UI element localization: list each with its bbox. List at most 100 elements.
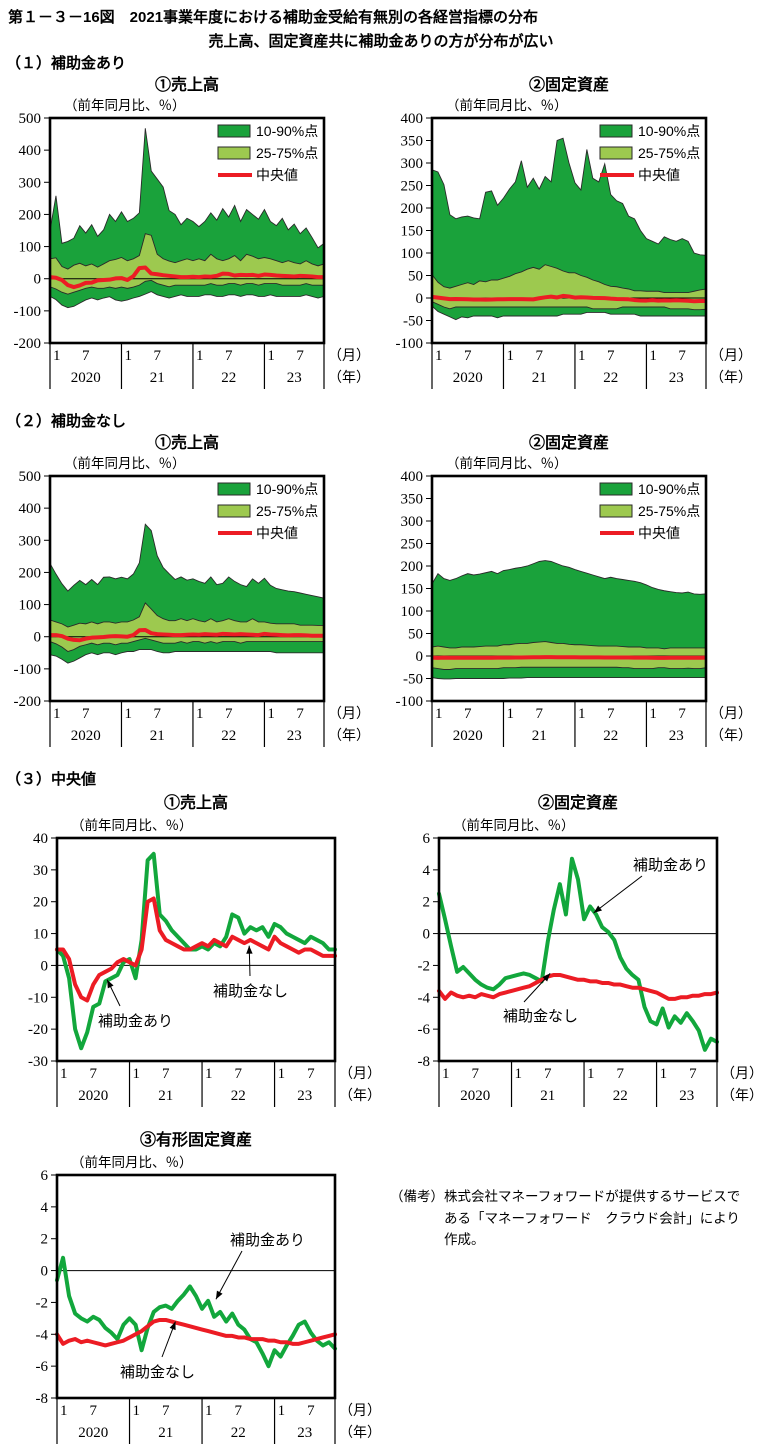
month-tick-label: 7: [82, 706, 90, 722]
legend-label: 10-90%点: [256, 123, 318, 139]
y-tick-label: 100: [401, 604, 424, 620]
month-tick-label: 1: [435, 348, 443, 364]
annotation-arrow-line: [215, 1250, 243, 1300]
month-axis-label: （月）: [710, 348, 752, 364]
month-tick-label: 1: [660, 1066, 668, 1082]
y-tick-label: -6: [418, 1022, 431, 1038]
chart-canvas-subsidy-no-sales: ①売上高 （前年同月比、％） -200 -100 0 100 200 300 400 500 1 7 2…: [14, 433, 370, 747]
plot-border: [55, 1173, 337, 1400]
chart-median-sales: ①売上高 （前年同月比、％） -30 -20 -10 0 10 20 30 40 1 7 2020 1 7 2…: [2, 788, 381, 1113]
year-label: 22: [603, 370, 618, 386]
month-tick-label: 1: [578, 348, 586, 364]
y-tick-label: 300: [401, 514, 424, 530]
chart-subsidy-no-sales: ①売上高 （前年同月比、％） -200 -100 0 100 200 300 400 500 1 7 2…: [2, 430, 380, 765]
axis-unit-label: （前年同月比、％）: [64, 455, 186, 471]
legend-label: 10-90%点: [256, 481, 318, 497]
y-tick-label: 200: [19, 207, 42, 223]
month-axis-label: （月）: [339, 1066, 380, 1082]
y-tick-label: -10: [28, 990, 48, 1006]
y-tick-label: -100: [396, 336, 424, 352]
y-tick-label: 6: [423, 831, 431, 847]
chart-canvas-subsidy-no-fixed-assets: ②固定資産 （前年同月比、％） -100 -50 0 50 100 150 200 250 300 3…: [396, 433, 752, 747]
y-tick-label: -50: [403, 672, 423, 688]
annotation-arrowhead: [246, 945, 253, 954]
chart-title: ②固定資産: [529, 433, 609, 452]
y-tick-label: 400: [401, 111, 424, 127]
year-label: 22: [231, 1088, 246, 1104]
y-tick-label: -8: [418, 1054, 431, 1070]
y-tick-label: 30: [33, 863, 48, 879]
series-line-green: [55, 851, 337, 1051]
plot-border: [430, 474, 708, 703]
month-tick-label: 7: [607, 348, 615, 364]
year-label: 21: [158, 1088, 173, 1104]
month-tick-label: 1: [196, 348, 204, 364]
month-tick-label: 1: [267, 348, 275, 364]
month-tick-label: 7: [617, 1066, 625, 1082]
chart-canvas-median-fixed-assets: ②固定資産 （前年同月比、％） -8 -6 -4 -2 0 2 4 6 1 7 2020 1 7 21 1 7 22…: [418, 793, 762, 1107]
month-tick-label: 7: [225, 706, 233, 722]
month-tick-label: 1: [278, 1403, 286, 1419]
year-axis-label: （年）: [339, 1425, 380, 1441]
y-tick-label: -100: [396, 694, 424, 710]
year-label: 2020: [78, 1088, 108, 1104]
y-tick-label: 2: [423, 895, 431, 911]
y-tick-label: 200: [401, 201, 424, 217]
month-tick-label: 7: [90, 1066, 98, 1082]
series-line-red: [437, 972, 719, 1001]
legend-swatch-dark: [599, 482, 633, 496]
y-tick-label: -30: [28, 1054, 48, 1070]
chart-title: ②固定資産: [529, 75, 609, 94]
month-tick-label: 7: [153, 348, 161, 364]
month-tick-label: 1: [53, 706, 61, 722]
median-line: [431, 655, 707, 660]
y-tick-label: -200: [14, 336, 42, 352]
chart-title: ①売上高: [164, 793, 228, 812]
month-tick-label: 7: [162, 1403, 170, 1419]
legend-swatch-dark: [599, 124, 633, 138]
annotation-label: 補助金あり: [633, 857, 708, 874]
chart-subsidy-yes-fixed-assets: ②固定資産 （前年同月比、％） -100 -50 0 50 100 150 200 250 300 3…: [384, 72, 762, 407]
year-label: 21: [150, 728, 165, 744]
chart-canvas-median-sales: ①売上高 （前年同月比、％） -30 -20 -10 0 10 20 30 40 1 7 2020 1 7 2…: [28, 793, 381, 1107]
y-tick-label: 50: [408, 269, 423, 285]
annotation-label: 補助金なし: [120, 1364, 195, 1381]
legend-swatch-light: [599, 504, 633, 518]
year-label: 22: [231, 1425, 246, 1441]
y-tick-label: -4: [36, 1327, 49, 1343]
page-title: 第１－３－16図 2021事業年度における補助金受給有無別の各経営指標の分布: [8, 9, 539, 26]
chart-median-tangible-fixed-assets: ③有形固定資産 （前年同月比、％） -8 -6 -4 -2 0 2 4 6 1 7 2020 1 7 21 1 7…: [2, 1125, 381, 1445]
chart-title: ①売上高: [155, 75, 219, 94]
month-tick-label: 1: [53, 348, 61, 364]
month-tick-label: 1: [124, 348, 132, 364]
month-tick-label: 1: [124, 706, 132, 722]
y-tick-label: 150: [401, 582, 424, 598]
y-tick-label: -100: [14, 662, 42, 678]
y-tick-label: 20: [33, 895, 48, 911]
year-label: 21: [532, 370, 547, 386]
y-tick-label: 0: [416, 649, 424, 665]
y-tick-label: 10: [33, 927, 48, 943]
y-tick-label: 4: [423, 863, 431, 879]
legend-label: 25-75%点: [256, 503, 318, 519]
legend-label: 中央値: [256, 167, 298, 183]
series-line-green: [55, 1255, 337, 1369]
month-tick-label: 7: [82, 348, 90, 364]
y-tick-label: -50: [403, 314, 423, 330]
year-label: 2020: [71, 370, 101, 386]
y-tick-label: -2: [36, 1295, 49, 1311]
legend-label: 25-75%点: [638, 503, 700, 519]
y-tick-label: 500: [19, 469, 42, 485]
legend-label: 25-75%点: [638, 145, 700, 161]
y-tick-label: 500: [19, 111, 42, 127]
year-label: 2020: [71, 728, 101, 744]
axis-unit-label: （前年同月比、％）: [64, 97, 186, 113]
month-axis-label: （月）: [328, 348, 370, 364]
month-tick-label: 1: [205, 1066, 213, 1082]
y-tick-label: 200: [19, 565, 42, 581]
y-tick-label: 350: [401, 134, 424, 150]
y-tick-label: 0: [423, 927, 431, 943]
year-axis-label: （年）: [328, 728, 370, 744]
y-tick-label: -8: [36, 1391, 49, 1407]
y-tick-label: 400: [19, 143, 42, 159]
